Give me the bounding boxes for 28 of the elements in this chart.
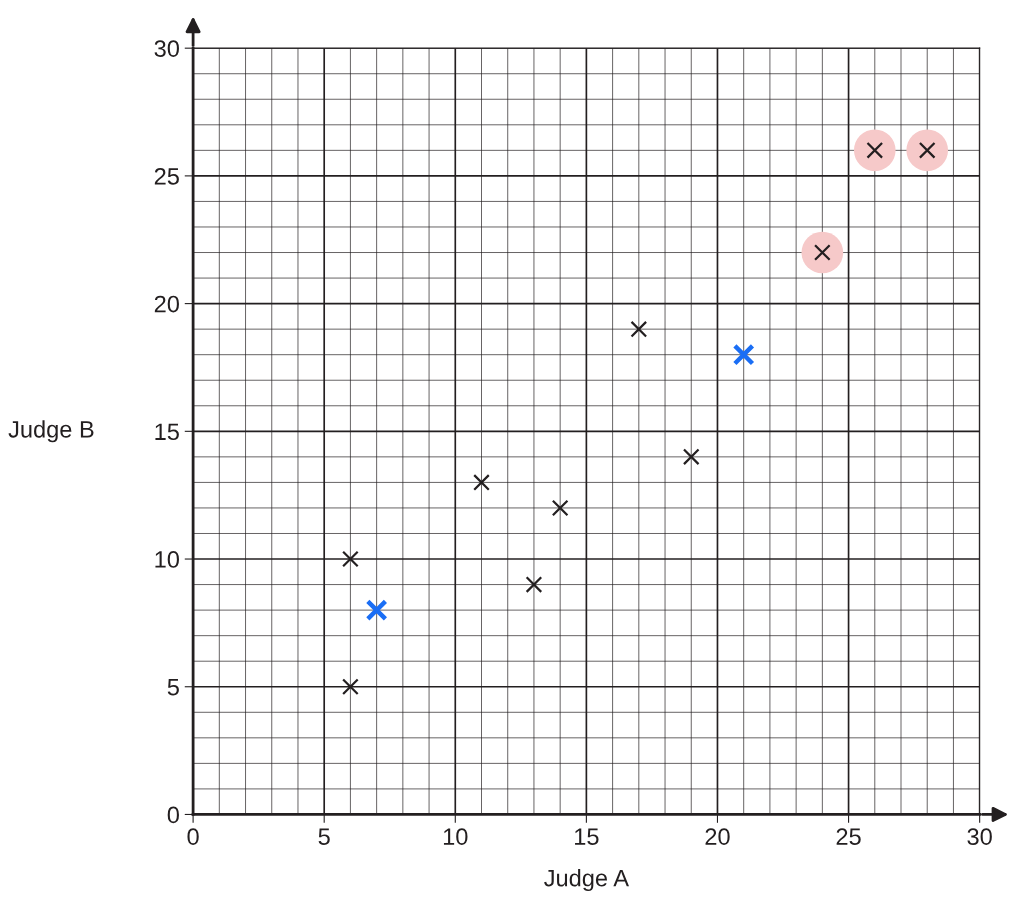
point — [682, 448, 700, 466]
point — [906, 129, 949, 172]
point — [853, 129, 896, 172]
x-tick-label: 0 — [187, 828, 199, 845]
point — [630, 320, 648, 338]
x-tick-label: 5 — [318, 828, 330, 845]
point — [525, 576, 543, 593]
y-tick-label: 20 — [154, 295, 179, 313]
y-tick-label: 10 — [155, 551, 179, 568]
point — [801, 231, 844, 274]
x-tick-label: 20 — [705, 828, 730, 845]
x-tick-label: 30 — [967, 828, 992, 845]
y-tick-label: 30 — [154, 40, 179, 57]
y-axis-title: Judge B — [8, 420, 94, 443]
y-tick-label: 5 — [167, 679, 179, 696]
x-tick-label: 15 — [575, 828, 599, 845]
point — [342, 678, 359, 696]
x-tick-label: 10 — [443, 828, 468, 845]
point — [365, 599, 388, 622]
x-axis-title: Judge A — [544, 869, 630, 892]
point — [732, 343, 755, 366]
y-tick-label: 25 — [154, 167, 179, 185]
y-tick-label: 0 — [167, 806, 179, 824]
point — [473, 474, 490, 491]
x-tick-label: 25 — [836, 828, 861, 845]
point — [551, 499, 569, 517]
point — [342, 550, 359, 568]
y-tick-label: 15 — [155, 423, 179, 441]
